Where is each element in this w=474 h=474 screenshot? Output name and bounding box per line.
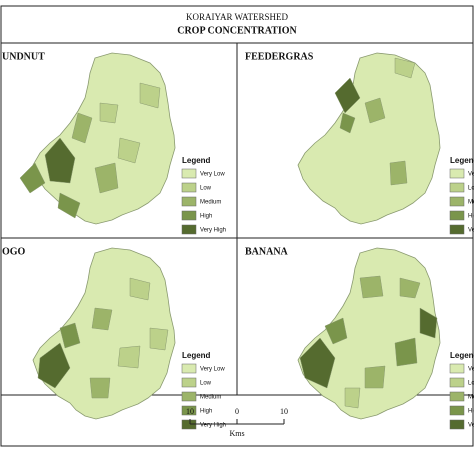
legend-label: Very Low [200,367,225,373]
legend-title: Legend [182,156,211,165]
village-zone [394,337,418,367]
legend-swatch [181,168,197,179]
legend-label: Very Low [200,172,225,178]
map-title: KORAIYAR WATERSHED [186,12,289,22]
village-zone [99,102,119,124]
legend-label: Low [200,381,212,387]
village-zone [339,112,356,134]
legend-swatch [449,391,465,402]
legend-swatch [449,405,465,416]
legend-swatch [449,224,465,235]
village-zone [94,162,119,194]
village-zone [59,322,81,349]
legend-title: Legend [450,156,474,165]
watershed-boundary [32,52,176,225]
scale-unit: Kms [229,429,244,438]
map-panel: BANANA Legend Very Low Low Medium High Very Hi… [245,246,474,430]
legend-label: Very Low [468,172,474,178]
legend-label: High [468,214,474,220]
legend-swatch [449,377,465,388]
legend-swatch [181,210,197,221]
scale-bar: 10 0 10 Kms [186,407,288,438]
legend-swatch [181,377,197,388]
scale-label: 10 [186,407,194,416]
legend-label: High [200,214,212,220]
legend-swatch [181,196,197,207]
legend-swatch [449,196,465,207]
legend-swatch [449,419,465,430]
watershed-map [297,247,441,420]
village-zone [359,275,384,299]
village-zone [44,137,76,184]
village-zone [334,77,361,114]
village-zone [399,277,421,299]
panel-title: OGO [2,246,26,257]
village-zone [419,307,438,339]
village-zone [299,337,336,389]
panels: UNDNUT Legend Very Low Low Medium High Very Hi… [2,51,474,430]
village-zone [37,342,71,389]
legend-swatch [449,210,465,221]
legend-title: Legend [450,351,474,360]
map-panel: OGO Legend Very Low Low Medium High Very High [2,246,226,430]
legend-label: High [200,409,212,415]
watershed-boundary [297,247,441,420]
village-zone [389,160,408,186]
legend-label: Medium [468,200,474,206]
map-panel: UNDNUT Legend Very Low Low Medium High Very Hi… [2,51,226,235]
scale-label: 0 [235,407,239,416]
scale-label: 10 [280,407,288,416]
legend-label: Very High [200,228,226,234]
legend-swatch [181,405,197,416]
village-zone [364,97,386,124]
legend-label: Medium [200,200,221,206]
village-zone [394,57,416,79]
village-zone [57,192,81,219]
legend-swatch [449,363,465,374]
legend-title: Legend [182,351,211,360]
frame [0,5,474,447]
panel-title: UNDNUT [2,51,45,62]
village-zone [139,82,161,109]
legend-label: Medium [468,395,474,401]
legend-label: Very Low [468,367,474,373]
legend-swatch [181,363,197,374]
legend-label: Medium [200,395,221,401]
village-zone [117,137,141,164]
legend-swatch [449,168,465,179]
village-zone [91,307,113,331]
village-zone [19,162,46,194]
watershed-map [297,52,441,225]
legend-swatch [181,391,197,402]
legend-swatch [449,182,465,193]
watershed-boundary [297,52,441,225]
panel-title: FEEDERGRAS [245,51,314,62]
watershed-map [32,247,176,420]
village-zone [324,317,348,345]
map-panel: FEEDERGRAS Legend Very Low Low Medium High Ver… [245,51,474,235]
legend-label: Low [200,186,212,192]
map-subtitle: CROP CONCENTRATION [177,25,297,36]
legend-label: Very High [468,423,474,429]
village-zone [117,345,141,369]
village-zone [71,112,93,144]
village-zone [364,365,386,389]
legend-label: Very High [468,228,474,234]
watershed-map [19,52,176,225]
village-zone [129,277,151,301]
village-zone [149,327,169,351]
legend-swatch [181,182,197,193]
legend-label: High [468,409,474,415]
legend-label: Low [468,381,474,387]
panel-title: BANANA [245,246,289,257]
legend-label: Very High [200,423,226,429]
legend-label: Low [468,186,474,192]
village-zone [89,377,111,399]
legend-swatch [181,224,197,235]
village-zone [344,387,361,409]
